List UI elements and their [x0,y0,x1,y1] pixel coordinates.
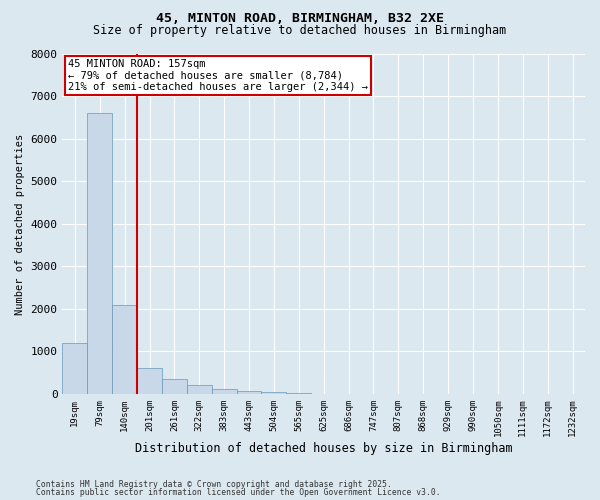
Y-axis label: Number of detached properties: Number of detached properties [15,134,25,314]
Bar [187,386,212,394]
Text: Contains public sector information licensed under the Open Government Licence v3: Contains public sector information licen… [36,488,440,497]
Bar [137,368,162,394]
Text: 45, MINTON ROAD, BIRMINGHAM, B32 2XE: 45, MINTON ROAD, BIRMINGHAM, B32 2XE [156,12,444,26]
Bar [112,304,137,394]
Bar [236,391,262,394]
Bar [62,343,88,394]
Text: Contains HM Land Registry data © Crown copyright and database right 2025.: Contains HM Land Registry data © Crown c… [36,480,392,489]
Bar [88,114,112,394]
Bar [212,389,236,394]
Text: Size of property relative to detached houses in Birmingham: Size of property relative to detached ho… [94,24,506,37]
Bar [162,379,187,394]
Bar [262,392,286,394]
X-axis label: Distribution of detached houses by size in Birmingham: Distribution of detached houses by size … [135,442,512,455]
Text: 45 MINTON ROAD: 157sqm
← 79% of detached houses are smaller (8,784)
21% of semi-: 45 MINTON ROAD: 157sqm ← 79% of detached… [68,59,368,92]
Bar [286,393,311,394]
